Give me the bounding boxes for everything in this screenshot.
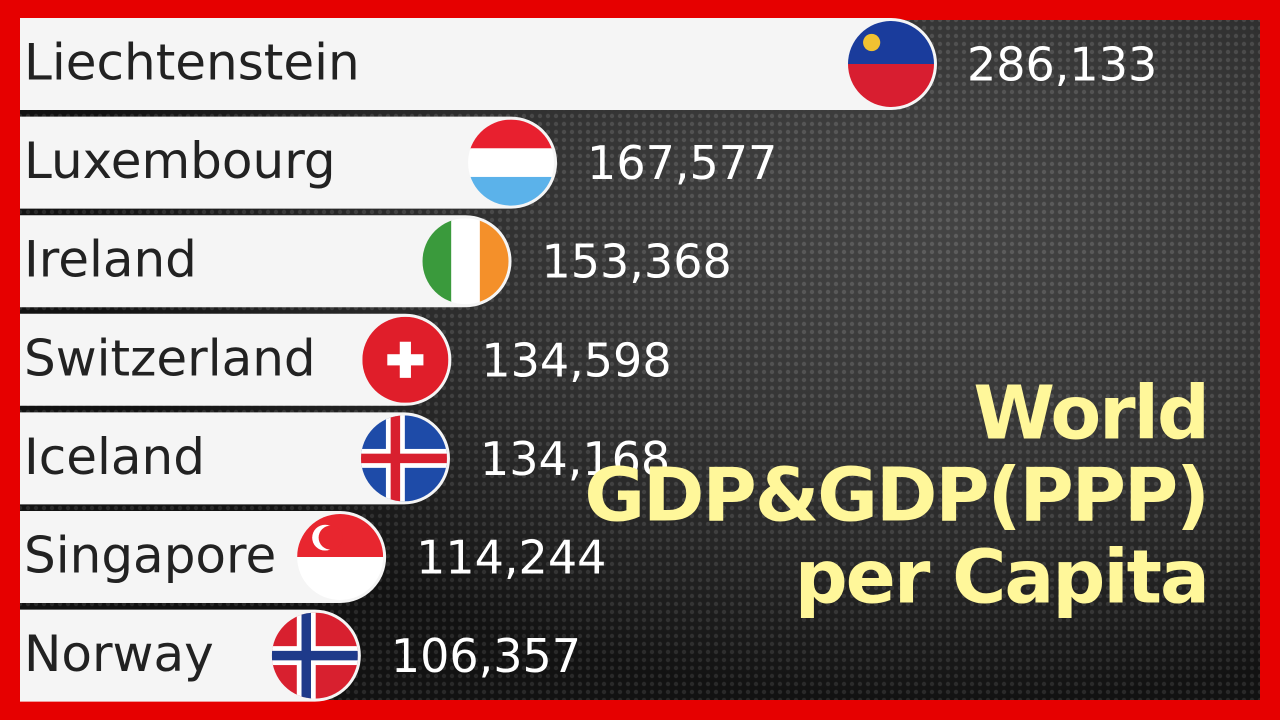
bar bbox=[20, 511, 387, 603]
flag bbox=[848, 21, 934, 107]
flag bbox=[360, 415, 447, 502]
bar bbox=[20, 215, 512, 308]
value-label: 134,168 bbox=[480, 432, 670, 486]
category-label: Norway bbox=[24, 625, 214, 683]
title-line: GDP&GDP(PPP) bbox=[584, 453, 1208, 539]
value-label: 106,357 bbox=[391, 629, 581, 683]
bar bbox=[20, 313, 452, 406]
bar bbox=[20, 609, 361, 702]
value-label: 153,368 bbox=[542, 235, 732, 289]
category-label: Liechtenstein bbox=[24, 34, 360, 92]
value-label: 134,598 bbox=[481, 333, 671, 387]
value-label: 286,133 bbox=[967, 38, 1157, 92]
value-label: 167,577 bbox=[587, 136, 777, 190]
flag-part bbox=[468, 148, 555, 178]
flag-part bbox=[271, 650, 358, 661]
bar bbox=[20, 412, 450, 505]
category-label: Switzerland bbox=[24, 329, 316, 387]
title-line: per Capita bbox=[795, 535, 1208, 621]
flag bbox=[297, 514, 384, 600]
value-label: 114,244 bbox=[416, 531, 606, 585]
category-label: Singapore bbox=[24, 527, 276, 585]
bar bbox=[20, 18, 937, 110]
bar bbox=[20, 116, 558, 209]
flag-part bbox=[390, 415, 401, 502]
flag-part bbox=[399, 341, 411, 378]
title-line: World bbox=[973, 371, 1208, 457]
flag-part bbox=[360, 453, 447, 464]
flag-part bbox=[863, 33, 881, 52]
flag-part bbox=[301, 612, 311, 699]
category-label: Luxembourg bbox=[24, 132, 336, 190]
bars: Liechtenstein 286,133 Luxembourg 167,577 Ire… bbox=[20, 18, 1157, 702]
category-label: Ireland bbox=[24, 231, 197, 289]
flag bbox=[271, 612, 358, 699]
category-label: Iceland bbox=[24, 428, 205, 486]
flag bbox=[422, 218, 509, 305]
flag bbox=[362, 316, 449, 403]
flag-part bbox=[451, 218, 481, 305]
flag-part bbox=[318, 525, 343, 550]
